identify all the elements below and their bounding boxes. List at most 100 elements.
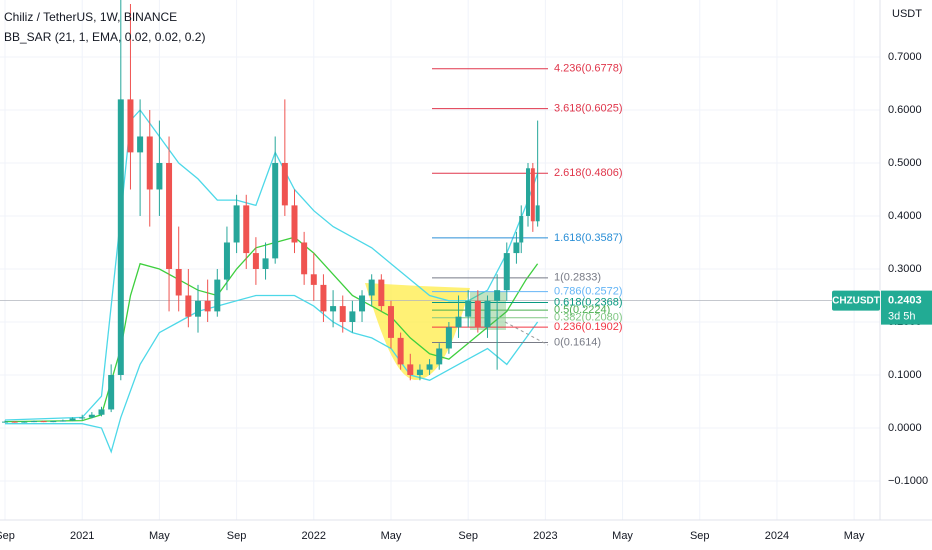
candle-body [98, 409, 105, 415]
candle-body [69, 418, 76, 421]
x-tick-label: May [381, 530, 402, 542]
symbol-label: CHZUSDT [832, 295, 880, 306]
y-tick-label: 0.6000 [888, 104, 922, 116]
price-tag [881, 290, 932, 325]
candle-body [397, 337, 404, 365]
candle-body [301, 242, 308, 275]
candle-body [416, 369, 423, 375]
candle-body [204, 300, 211, 312]
candle-body [79, 417, 86, 419]
candle-body [474, 300, 481, 328]
candle-body [137, 136, 144, 153]
candle-body [426, 364, 433, 370]
price-label: 0.2403 [888, 295, 922, 307]
candle-body [484, 300, 491, 328]
fib-label: 0.5(0.2224) [554, 304, 610, 316]
candle-body [465, 300, 472, 317]
candle-body [11, 421, 18, 423]
candle-body [175, 268, 182, 296]
candle-body [436, 348, 443, 365]
candle-body [262, 258, 269, 269]
candle-body [291, 205, 298, 243]
candle-body [339, 306, 346, 322]
fib-label: 0.382(0.2080) [554, 312, 623, 324]
y-tick-label: 0.1000 [888, 369, 922, 381]
candle-body [252, 253, 259, 269]
candle-body [30, 421, 37, 423]
candle-body [117, 99, 124, 375]
candle-body [272, 162, 279, 259]
x-tick-label: May [612, 530, 633, 542]
fib-label: 1.618(0.3587) [554, 232, 623, 244]
candle-body [59, 420, 66, 422]
y-axis-unit: USDT [892, 8, 922, 20]
countdown-label: 3d 5h [888, 311, 916, 323]
y-tick-label: 0.7000 [888, 51, 922, 63]
indicator-label: BB_SAR (21, 1, EMA, 0.02, 0.02, 0.2) [4, 30, 205, 44]
x-tick-label: May [149, 530, 170, 542]
candle-body [185, 295, 192, 317]
x-tick-label: Sep [690, 530, 710, 542]
x-tick-label: 2022 [302, 530, 326, 542]
projection-arrow [504, 321, 549, 346]
band-line [4, 236, 539, 423]
candle-body [368, 279, 375, 296]
y-tick-label: 0.3000 [888, 263, 922, 275]
chart-title: Chiliz / TetherUS, 1W, BINANCE [4, 10, 177, 24]
candle-body [50, 421, 57, 423]
candle-body [349, 311, 356, 322]
candle-body [513, 242, 520, 254]
candle-body [40, 421, 47, 423]
candle-body [88, 414, 95, 418]
candle-body [526, 168, 530, 216]
fib-label: 0.236(0.1902) [554, 321, 623, 333]
y-tick-label: 0.5000 [888, 157, 922, 169]
x-tick-label: May [844, 530, 865, 542]
fib-label: 4.236(0.6778) [554, 63, 623, 75]
candle-body [320, 284, 327, 312]
fib-label: 2.618(0.4806) [554, 167, 623, 179]
candle-body [156, 162, 163, 190]
candle-body [455, 316, 462, 328]
candle-body [223, 242, 230, 280]
candle-body [378, 279, 385, 307]
y-tick-label: −0.1000 [888, 475, 928, 487]
candle-body [166, 162, 173, 269]
candle-body [281, 162, 288, 206]
plot-area [0, 0, 880, 520]
x-tick-label: Sep [458, 530, 478, 542]
fib-label: 0.786(0.2572) [554, 286, 623, 298]
candle-body [330, 306, 337, 312]
x-tick-label: Sep [227, 530, 247, 542]
candle-body [310, 274, 317, 285]
candle-body [195, 300, 201, 317]
candle-body [535, 205, 540, 222]
x-tick-label: 2023 [533, 530, 557, 542]
y-tick-label: 0.4000 [888, 210, 922, 222]
band-line [5, 294, 539, 454]
candle-body [214, 279, 221, 312]
candle-body [519, 215, 524, 243]
candle-body [127, 99, 134, 153]
candle-body [407, 364, 414, 375]
candle-body [445, 327, 452, 349]
x-tick-label: 2021 [70, 530, 94, 542]
fib-label: 1(0.2833) [554, 272, 601, 284]
candle-body [494, 290, 501, 301]
candle-body [359, 295, 366, 312]
candle-body [21, 421, 28, 423]
fib-label: 0.618(0.2368) [554, 296, 623, 308]
candle-body [233, 205, 240, 243]
x-tick-label: 2024 [765, 530, 789, 542]
y-tick-label: 0.0000 [888, 422, 922, 434]
candle-body [387, 306, 394, 338]
candle-body [108, 374, 115, 410]
fib-label: 3.618(0.6025) [554, 103, 623, 115]
band-line [4, 108, 539, 421]
fib-label: 0(0.1614) [554, 336, 601, 348]
candle-body [146, 136, 153, 190]
x-tick-label: Sep [0, 530, 15, 542]
candle-body [243, 205, 250, 254]
candle-body [2, 421, 9, 423]
candle-body [503, 253, 510, 291]
